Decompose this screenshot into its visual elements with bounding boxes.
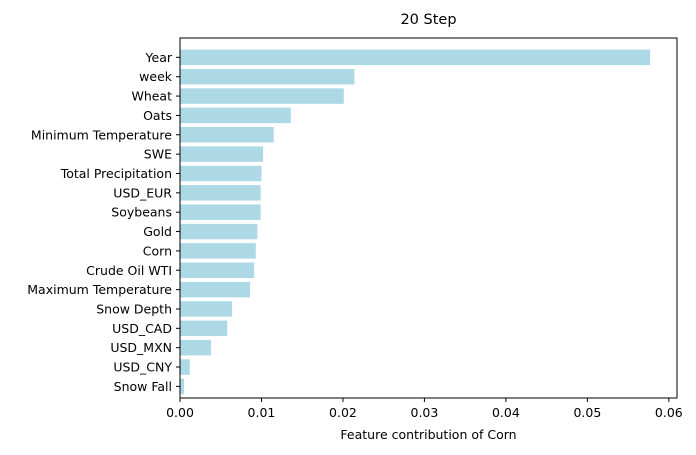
y-tick-label: Corn: [143, 243, 172, 258]
y-tick-label: week: [139, 69, 173, 84]
y-tick-label: USD_CNY: [113, 360, 172, 375]
y-tick-label: USD_CAD: [112, 321, 172, 336]
bar-year: [180, 50, 650, 65]
bar-usd-cad: [180, 321, 227, 336]
x-tick-label: 0.01: [248, 405, 276, 420]
y-axis-ticks: Year week Wheat Oats Minimum Temperature SWE T…: [27, 50, 180, 394]
y-tick-label: Total Precipitation: [60, 166, 172, 181]
bar-snow-depth: [180, 301, 232, 316]
y-tick-label: Wheat: [131, 89, 172, 104]
x-tick-label: 0.02: [329, 405, 357, 420]
bar-oats: [180, 108, 291, 123]
x-tick-label: 0.06: [655, 405, 683, 420]
bar-snow-fall: [180, 379, 184, 394]
bar-usd-mxn: [180, 340, 211, 355]
y-tick-label: Crude Oil WTI: [86, 263, 172, 278]
bar-total-precipitation: [180, 166, 261, 181]
x-tick-label: 0.05: [573, 405, 601, 420]
y-tick-label: Maximum Temperature: [27, 282, 172, 297]
y-tick-label: Snow Depth: [96, 301, 172, 316]
bar-swe: [180, 146, 263, 161]
bars-group: [180, 50, 650, 395]
y-tick-label: USD_EUR: [113, 185, 172, 200]
y-tick-label: USD_MXN: [110, 340, 172, 355]
x-tick-label: 0.03: [411, 405, 439, 420]
bar-usd-eur: [180, 185, 261, 200]
bar-corn: [180, 243, 256, 258]
bar-wheat: [180, 88, 344, 103]
bar-week: [180, 69, 354, 84]
y-tick-label: Gold: [143, 224, 172, 239]
bar-gold: [180, 224, 257, 239]
y-tick-label: Year: [145, 50, 173, 65]
x-axis-label: Feature contribution of Corn: [340, 427, 516, 442]
x-tick-label: 0.04: [492, 405, 520, 420]
y-tick-label: Snow Fall: [114, 379, 172, 394]
bar-usd-cny: [180, 359, 190, 374]
y-tick-label: SWE: [144, 147, 172, 162]
chart-title: 20 Step: [400, 12, 456, 28]
bar-crude-oil-wti: [180, 263, 254, 278]
y-tick-label: Oats: [143, 108, 172, 123]
bar-maximum-temperature: [180, 282, 250, 297]
bar-minimum-temperature: [180, 127, 274, 142]
y-tick-label: Minimum Temperature: [31, 127, 172, 142]
bar-soybeans: [180, 204, 261, 219]
y-tick-label: Soybeans: [111, 205, 172, 220]
x-tick-label: 0.00: [166, 405, 194, 420]
x-axis-ticks: 0.00 0.01 0.02 0.03 0.04 0.05 0.06: [166, 398, 683, 420]
